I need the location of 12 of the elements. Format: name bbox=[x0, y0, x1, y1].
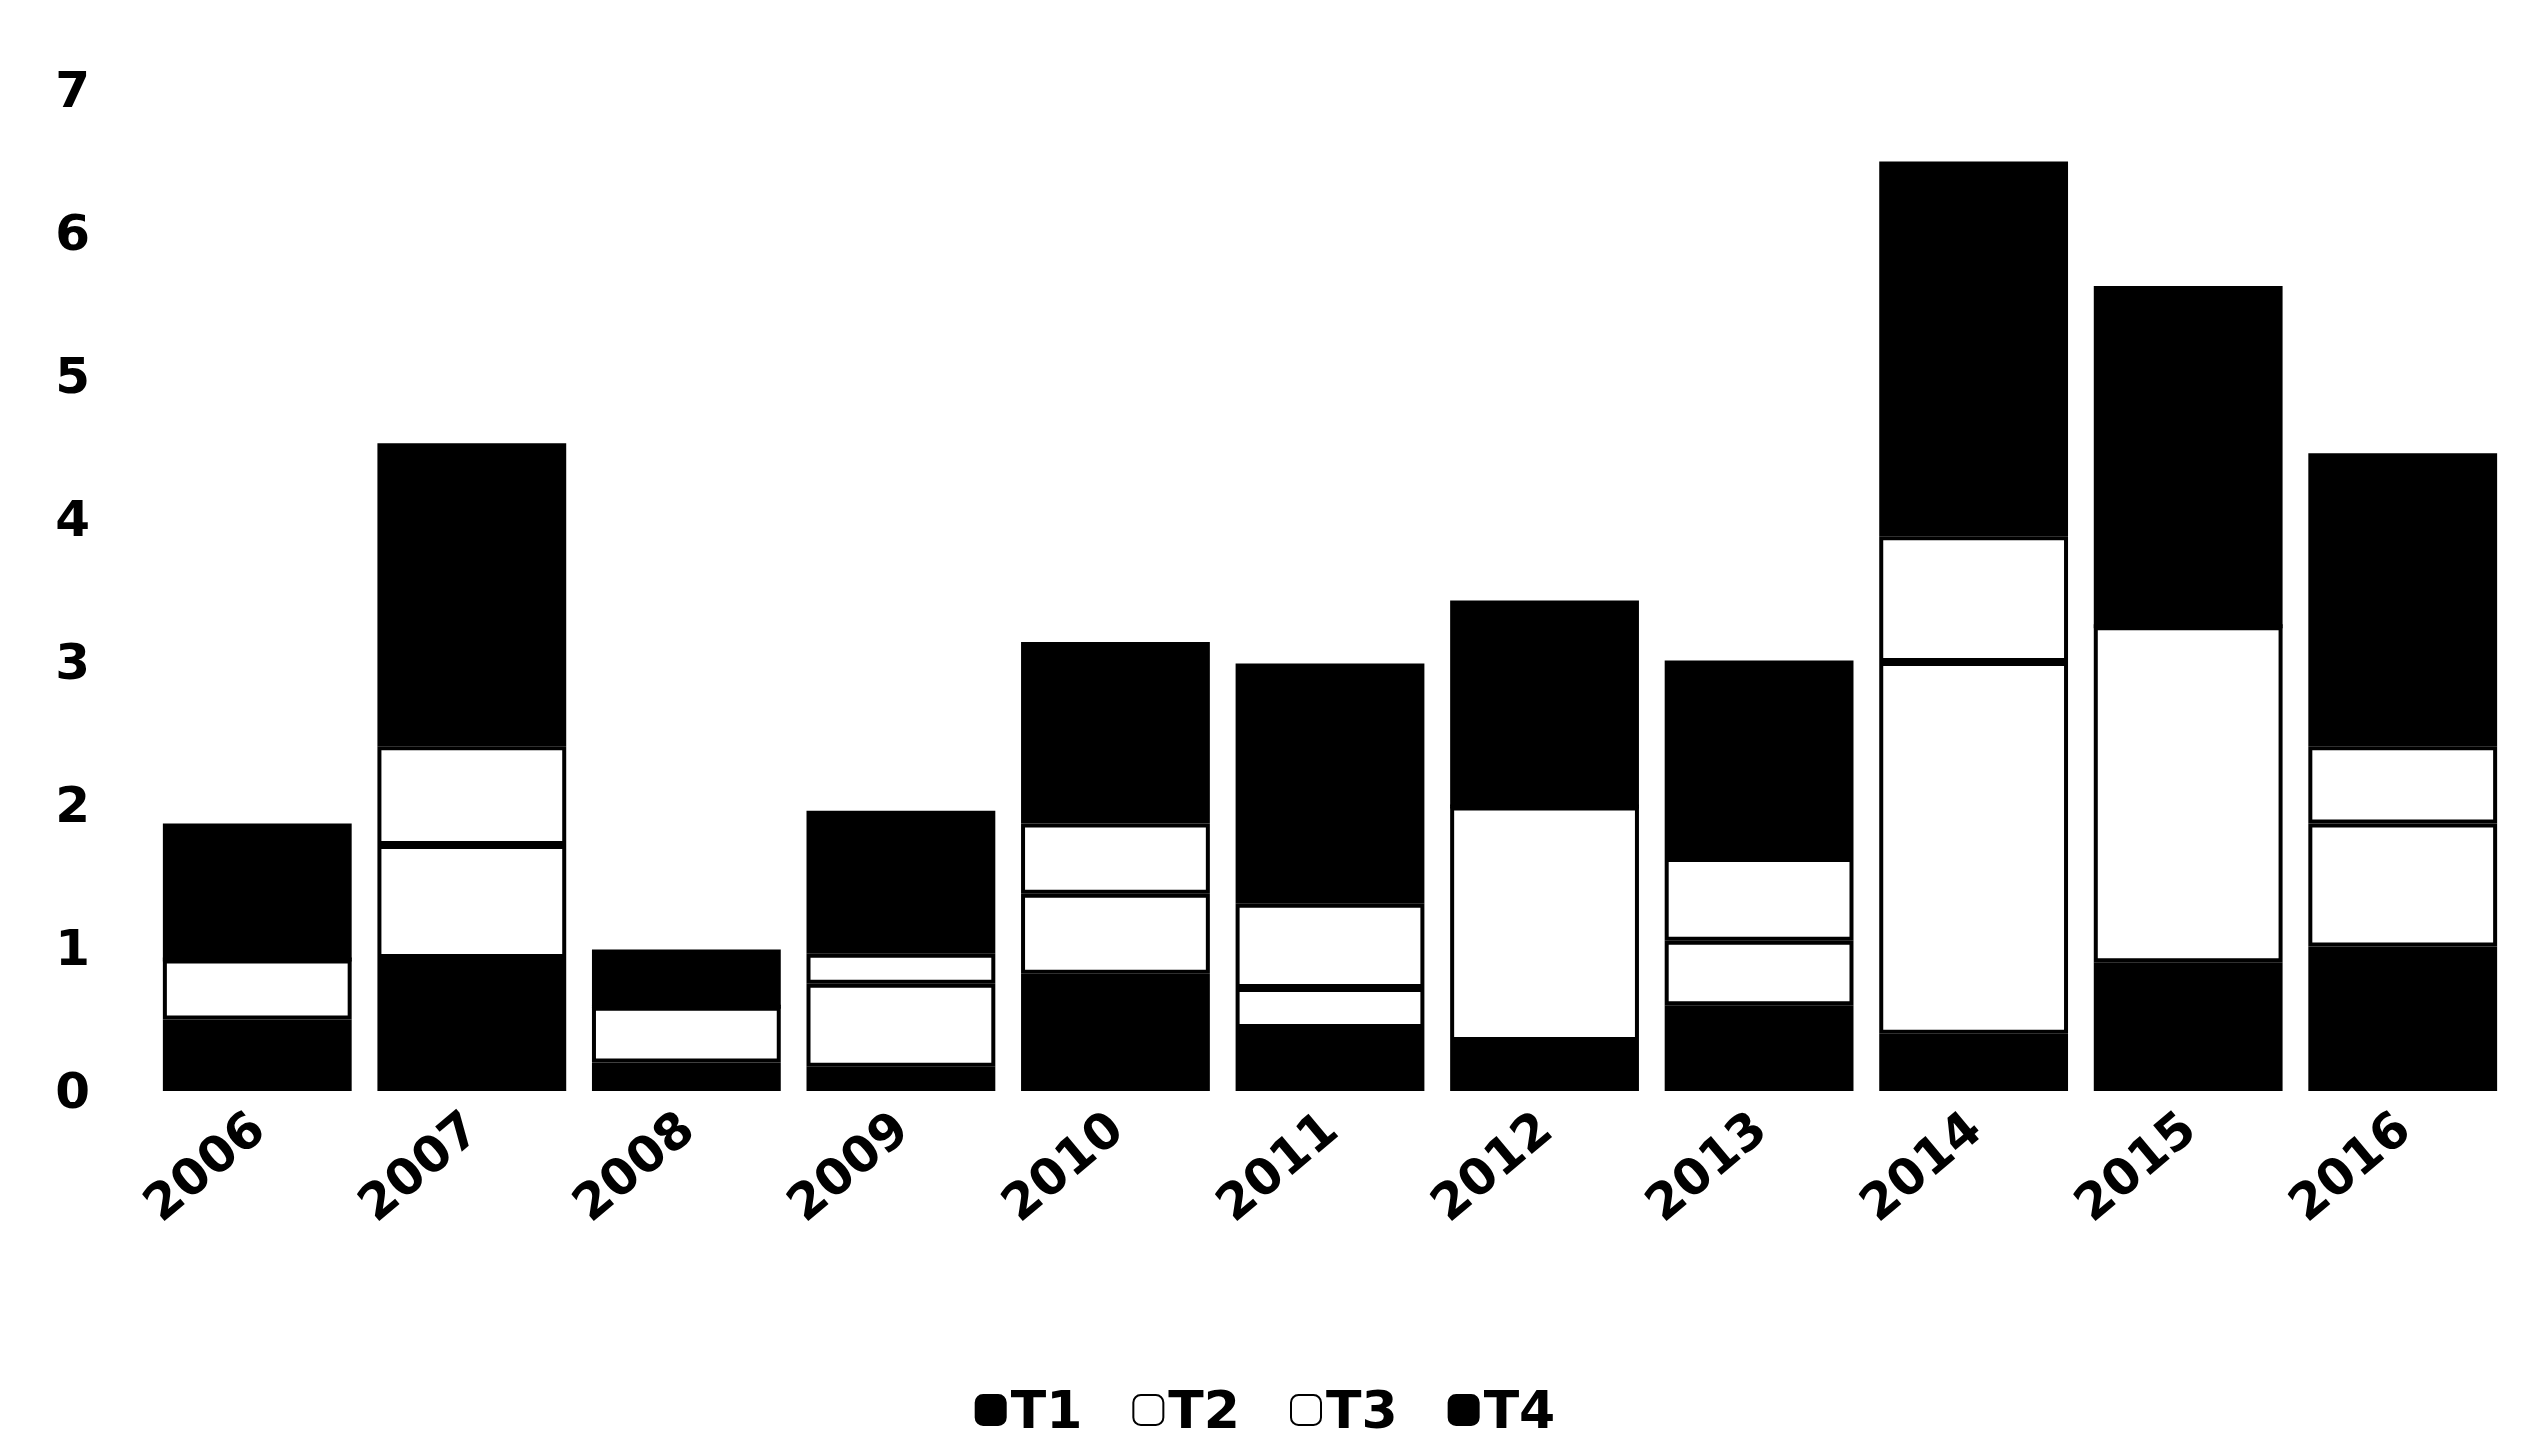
legend-label: T3 bbox=[1326, 1380, 1398, 1440]
y-tick-label: 7 bbox=[55, 61, 90, 119]
legend-label: T4 bbox=[1483, 1380, 1556, 1440]
y-tick-label: 4 bbox=[55, 490, 90, 548]
legend-label: T1 bbox=[1010, 1380, 1083, 1440]
y-tick-label: 3 bbox=[55, 633, 90, 691]
y-tick-label: 2 bbox=[55, 776, 90, 834]
y-tick-label: 1 bbox=[55, 919, 90, 977]
y-tick-label: 6 bbox=[55, 204, 90, 262]
y-tick-label: 5 bbox=[55, 347, 90, 405]
y-tick-label: 0 bbox=[55, 1062, 90, 1120]
legend-label: T2 bbox=[1168, 1380, 1240, 1440]
